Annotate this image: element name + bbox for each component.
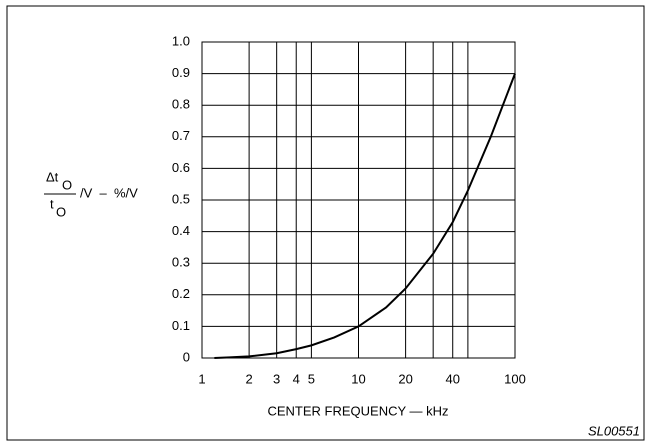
y-tick-label: 0.9 xyxy=(172,65,190,80)
y-tick-label: 0.5 xyxy=(172,191,190,206)
y-label-numerator-sub: O xyxy=(62,177,72,192)
y-tick-label: 0.7 xyxy=(172,128,190,143)
y-tick-label: 0.6 xyxy=(172,160,190,175)
y-tick-label: 0.3 xyxy=(172,255,190,270)
x-tick-label: 10 xyxy=(351,371,365,386)
y-label-denominator-sub: O xyxy=(56,204,66,219)
y-tick-label: 1.0 xyxy=(172,33,190,48)
y-tick-label: 0.2 xyxy=(172,286,190,301)
x-tick-label: 2 xyxy=(245,371,252,386)
figure-code: SL00551 xyxy=(588,423,640,438)
y-label-denominator: t xyxy=(50,196,54,211)
y-tick-label: 0 xyxy=(183,349,190,364)
curve xyxy=(214,73,516,359)
x-tick-label: 100 xyxy=(504,371,526,386)
x-tick-label: 20 xyxy=(398,371,412,386)
y-tick-label: 0.1 xyxy=(172,318,190,333)
y-tick-label: 0.4 xyxy=(172,223,190,238)
y-label-numerator: Δt xyxy=(46,169,59,184)
x-tick-label: 1 xyxy=(198,371,205,386)
x-tick-label: 40 xyxy=(445,371,459,386)
frame xyxy=(6,5,645,441)
x-axis-label: CENTER FREQUENCY — kHz xyxy=(267,403,448,418)
x-tick-label: 5 xyxy=(308,371,315,386)
x-tick-label: 4 xyxy=(293,371,300,386)
y-axis-label: Δt O t O /V – %/V xyxy=(44,169,138,219)
y-label-suffix: /V – %/V xyxy=(80,185,138,200)
x-tick-label: 3 xyxy=(273,371,280,386)
y-tick-label: 0.8 xyxy=(172,97,190,112)
